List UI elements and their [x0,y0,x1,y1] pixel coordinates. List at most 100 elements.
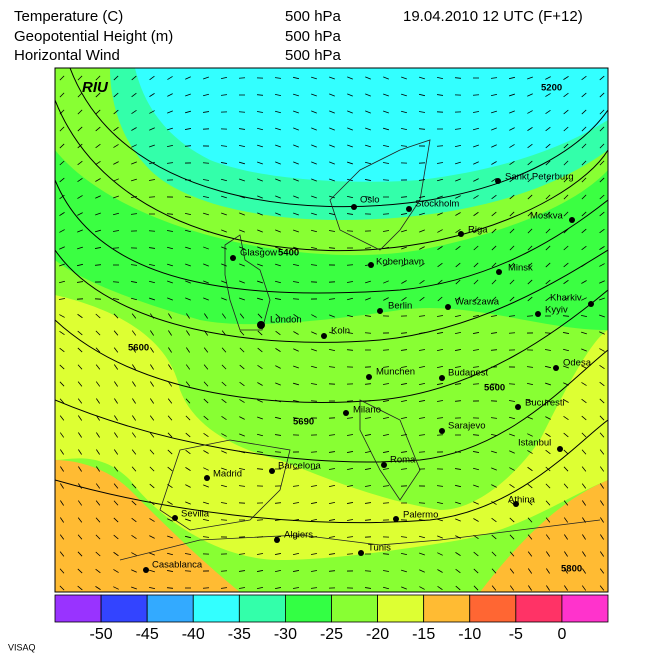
wind-arrow [130,297,138,301]
wind-arrow [221,263,227,267]
wind-arrow [131,483,137,489]
wind-arrow [221,347,227,353]
wind-arrow [311,110,317,114]
wind-arrow [455,535,461,539]
wind-arrow [581,75,587,81]
wind-arrow [95,229,101,233]
wind-arrow [563,126,569,132]
wind-arrow [221,450,227,454]
wind-arrow [400,417,408,419]
wind-arrow [436,349,444,351]
wind-arrow [203,212,209,216]
wind-arrow [581,160,587,166]
field-band [135,68,608,182]
wind-arrow [581,262,587,268]
colorbar-tick-label: -15 [412,626,435,643]
wind-arrow [329,76,335,80]
wind-arrow [221,280,227,284]
wind-arrow [581,483,587,489]
wind-arrow [59,314,65,318]
wind-arrow [184,553,192,555]
contour-label: 5400 [278,248,299,259]
wind-arrow [131,92,137,98]
wind-arrow [131,552,137,556]
wind-arrow [455,228,461,234]
wind-arrow [238,485,246,487]
wind-arrow [293,212,299,216]
wind-arrow [418,400,426,402]
wind-arrow [329,178,335,182]
contour-label: 5690 [293,417,314,428]
field-band [480,480,608,592]
wind-arrow [508,315,516,317]
wind-arrow [364,247,372,249]
wind-arrow [473,296,479,302]
wind-arrow [564,568,568,574]
wind-arrow [545,194,551,200]
city-label: Minsk [508,263,533,274]
wind-arrow [581,280,587,284]
colorbar-tick-label: -45 [136,626,159,643]
wind-arrow [148,247,156,249]
wind-arrow [256,536,264,538]
wind-arrow [293,348,299,352]
wind-arrow [473,211,479,217]
wind-arrow [113,109,119,115]
wind-arrow [293,313,299,319]
wind-arrow [346,536,354,538]
wind-arrow [293,195,299,199]
wind-arrow [185,398,191,404]
wind-arrow [472,366,480,368]
wind-arrow [149,313,155,319]
wind-arrow [77,195,83,199]
wind-arrow [77,398,83,404]
wind-arrow [599,297,605,301]
city-dot [204,475,210,481]
wind-arrow [546,568,550,574]
wind-arrow [527,160,533,166]
city-dot [513,501,519,507]
wind-arrow [580,314,588,318]
colorbar-swatch [331,594,378,623]
wind-arrow [418,332,426,334]
wind-arrow [167,280,173,284]
wind-arrow [454,383,462,385]
wind-arrow [346,332,354,334]
wind-arrow [257,330,263,336]
wind-arrow [113,144,119,148]
wind-arrow [455,262,461,268]
wind-arrow [599,568,605,574]
contour-label: 5800 [561,564,582,575]
wind-arrow [509,467,515,471]
wind-arrow [203,501,209,505]
wind-arrow [364,502,372,504]
wind-arrow [382,451,390,453]
colorbar-swatch [285,594,332,623]
wind-arrow [599,143,605,149]
wind-arrow [382,468,390,470]
wind-arrow [274,587,282,589]
wind-arrow [491,568,497,574]
wind-arrow [581,228,587,234]
wind-arrow [202,536,210,538]
city-dot [393,516,399,522]
wind-arrow [221,297,227,301]
wind-arrow [455,501,461,505]
wind-arrow [149,297,155,301]
wind-arrow [77,534,83,540]
wind-arrow [311,178,317,182]
wind-arrow [563,432,569,438]
wind-arrow [130,281,138,283]
city-label: Berlin [388,301,412,312]
wind-arrow [527,466,533,472]
wind-arrow [436,332,444,334]
wind-arrow [491,279,497,285]
wind-arrow [563,194,569,200]
wind-arrow [310,553,318,555]
wind-arrow [131,330,137,336]
wind-arrow [346,451,354,453]
wind-arrow [59,449,65,455]
city-label: Kobenhavn [376,257,424,268]
wind-arrow [436,366,444,368]
wind-arrow [311,195,317,199]
